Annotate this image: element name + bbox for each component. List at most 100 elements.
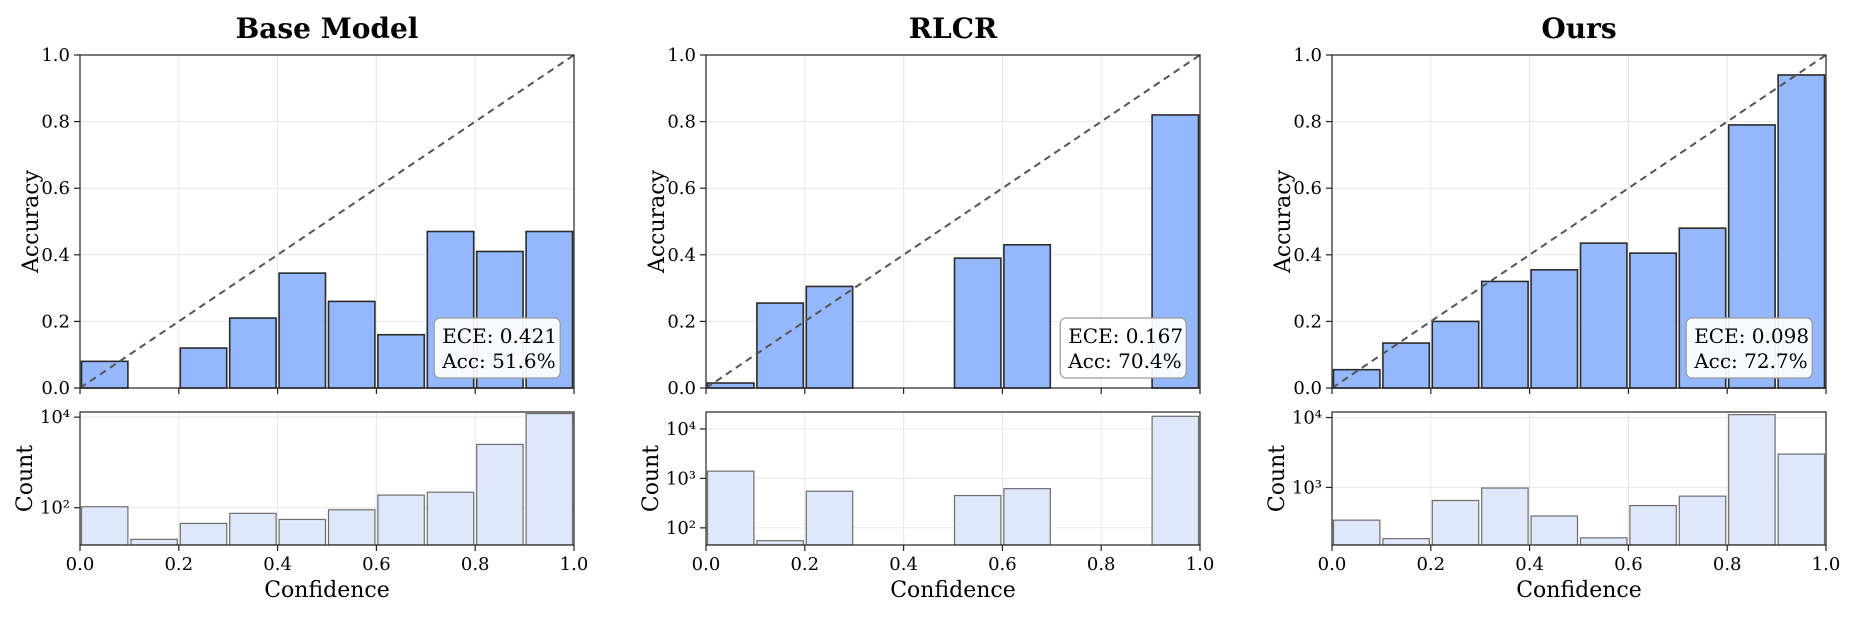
accuracy-frame [705,54,1201,389]
x-tick-label: 0.6 [1614,554,1643,575]
accuracy-bar [1480,280,1529,389]
y-tick-label: 1.0 [667,45,696,66]
panel-3: Ours 0.0 0.2 0.4 0.6 0.8 1.0 Accuracy ECE: 0.098… [1265,12,1840,603]
accuracy-axes: 0.0 0.2 0.4 0.6 0.8 1.0 Accuracy ECE: 0.098Acc:… [1271,45,1827,399]
count-bar [80,506,129,546]
count-bar [1481,487,1529,546]
count-bar [426,491,475,546]
x-tick-label: 0.4 [1515,554,1544,575]
y-tick-label: 0.0 [1293,378,1322,399]
count-tick-label: 10⁴ [1292,408,1322,429]
y-axis-label: Accuracy [645,169,670,274]
count-bar [1382,538,1430,546]
x-tick-label: 0.0 [692,554,721,575]
accuracy-axes: 0.0 0.2 0.4 0.6 0.8 1.0 Accuracy ECE: 0.421Acc:… [19,45,575,399]
accuracy-bar [327,300,376,389]
x-tick-label: 0.8 [461,554,490,575]
accuracy-value: Acc: 72.7% [1693,349,1807,373]
count-bar [1530,515,1579,546]
y-tick-label: 0.6 [667,178,696,199]
accuracy-frame [1331,54,1827,389]
accuracy-bar [953,257,1002,389]
count-tick-label: 10² [666,518,696,539]
accuracy-bar [1382,342,1431,389]
panel-title: Base Model [236,12,419,45]
count-bar [805,490,854,546]
x-axis-label: Confidence [890,578,1016,603]
count-bar [1431,499,1480,546]
x-tick-label: 0.4 [263,554,292,575]
count-tick-label: 10³ [666,468,696,489]
count-axis-label: Count [1265,445,1290,512]
y-tick-label: 0.6 [41,178,70,199]
y-tick-label: 0.2 [41,311,70,332]
accuracy-axes: 0.0 0.2 0.4 0.6 0.8 1.0 Accuracy ECE: 0.167Acc:… [645,45,1201,399]
x-tick-label: 0.8 [1713,554,1742,575]
x-axis-label: Confidence [1516,578,1642,603]
y-tick-label: 0.8 [667,112,696,133]
x-tick-label: 0.0 [66,554,95,575]
y-axis-label: Accuracy [1271,169,1296,274]
x-tick-label: 1.0 [560,554,589,575]
y-tick-label: 0.0 [41,378,70,399]
accuracy-bar [1530,268,1579,389]
x-tick-label: 0.4 [889,554,918,575]
x-tick-label: 0.2 [164,554,193,575]
perfect-calibration-line [1331,54,1827,389]
count-bar [756,540,804,546]
stats-box [1685,317,1813,379]
count-bar [179,522,228,546]
y-tick-label: 0.6 [1293,178,1322,199]
count-bar [130,538,178,546]
count-bar [953,494,1002,546]
accuracy-bar [756,302,805,389]
x-tick-label: 1.0 [1186,554,1215,575]
count-bar [1003,488,1051,546]
count-bar [525,412,574,546]
count-bar [1777,453,1826,546]
count-tick-label: 10² [40,498,70,519]
accuracy-bar [805,285,854,389]
stats-box [1059,317,1187,379]
ece-value: ECE: 0.421 [442,324,557,348]
y-tick-label: 0.8 [41,112,70,133]
panel-1: Base Model 0.0 0.2 0.4 0.6 0.8 1.0 Accuracy ECE:… [13,12,588,603]
accuracy-bar [228,317,277,389]
accuracy-bar [706,382,755,389]
y-tick-label: 1.0 [41,45,70,66]
perfect-calibration-line [79,54,575,389]
y-tick-label: 0.4 [1293,245,1322,266]
accuracy-bar [377,333,426,389]
count-axis-label: Count [13,445,38,512]
panel-title: RLCR [909,12,998,45]
count-bar [278,518,327,546]
count-bar [476,443,524,546]
count-bar [1678,495,1727,546]
count-bar [327,509,376,546]
x-tick-label: 0.2 [1416,554,1445,575]
x-tick-label: 0.6 [362,554,391,575]
count-tick-label: 10⁴ [666,419,696,440]
accuracy-bar [1629,252,1678,389]
panel-2: RLCR 0.0 0.2 0.4 0.6 0.8 1.0 Accuracy ECE: 0.167… [639,12,1214,603]
count-bar [1332,519,1381,546]
x-tick-label: 0.2 [790,554,819,575]
accuracy-value: Acc: 70.4% [1067,349,1181,373]
accuracy-bar [1579,242,1628,389]
perfect-calibration-line [705,54,1201,389]
accuracy-bar [1003,244,1052,389]
count-axes: 10³ 10⁴ 0.0 0.2 0.4 0.6 0.8 1.0 Count Confidence [1265,408,1840,603]
stats-box [433,317,561,379]
y-tick-label: 0.4 [41,245,70,266]
x-tick-label: 0.6 [988,554,1017,575]
accuracy-bar [179,347,228,389]
count-bar [1151,415,1200,546]
count-axis-label: Count [639,445,664,512]
ece-value: ECE: 0.098 [1694,324,1809,348]
count-frame [1331,411,1827,546]
x-axis-label: Confidence [264,578,390,603]
accuracy-bar [80,360,129,389]
accuracy-bar [1431,320,1480,389]
y-axis-label: Accuracy [19,169,44,274]
